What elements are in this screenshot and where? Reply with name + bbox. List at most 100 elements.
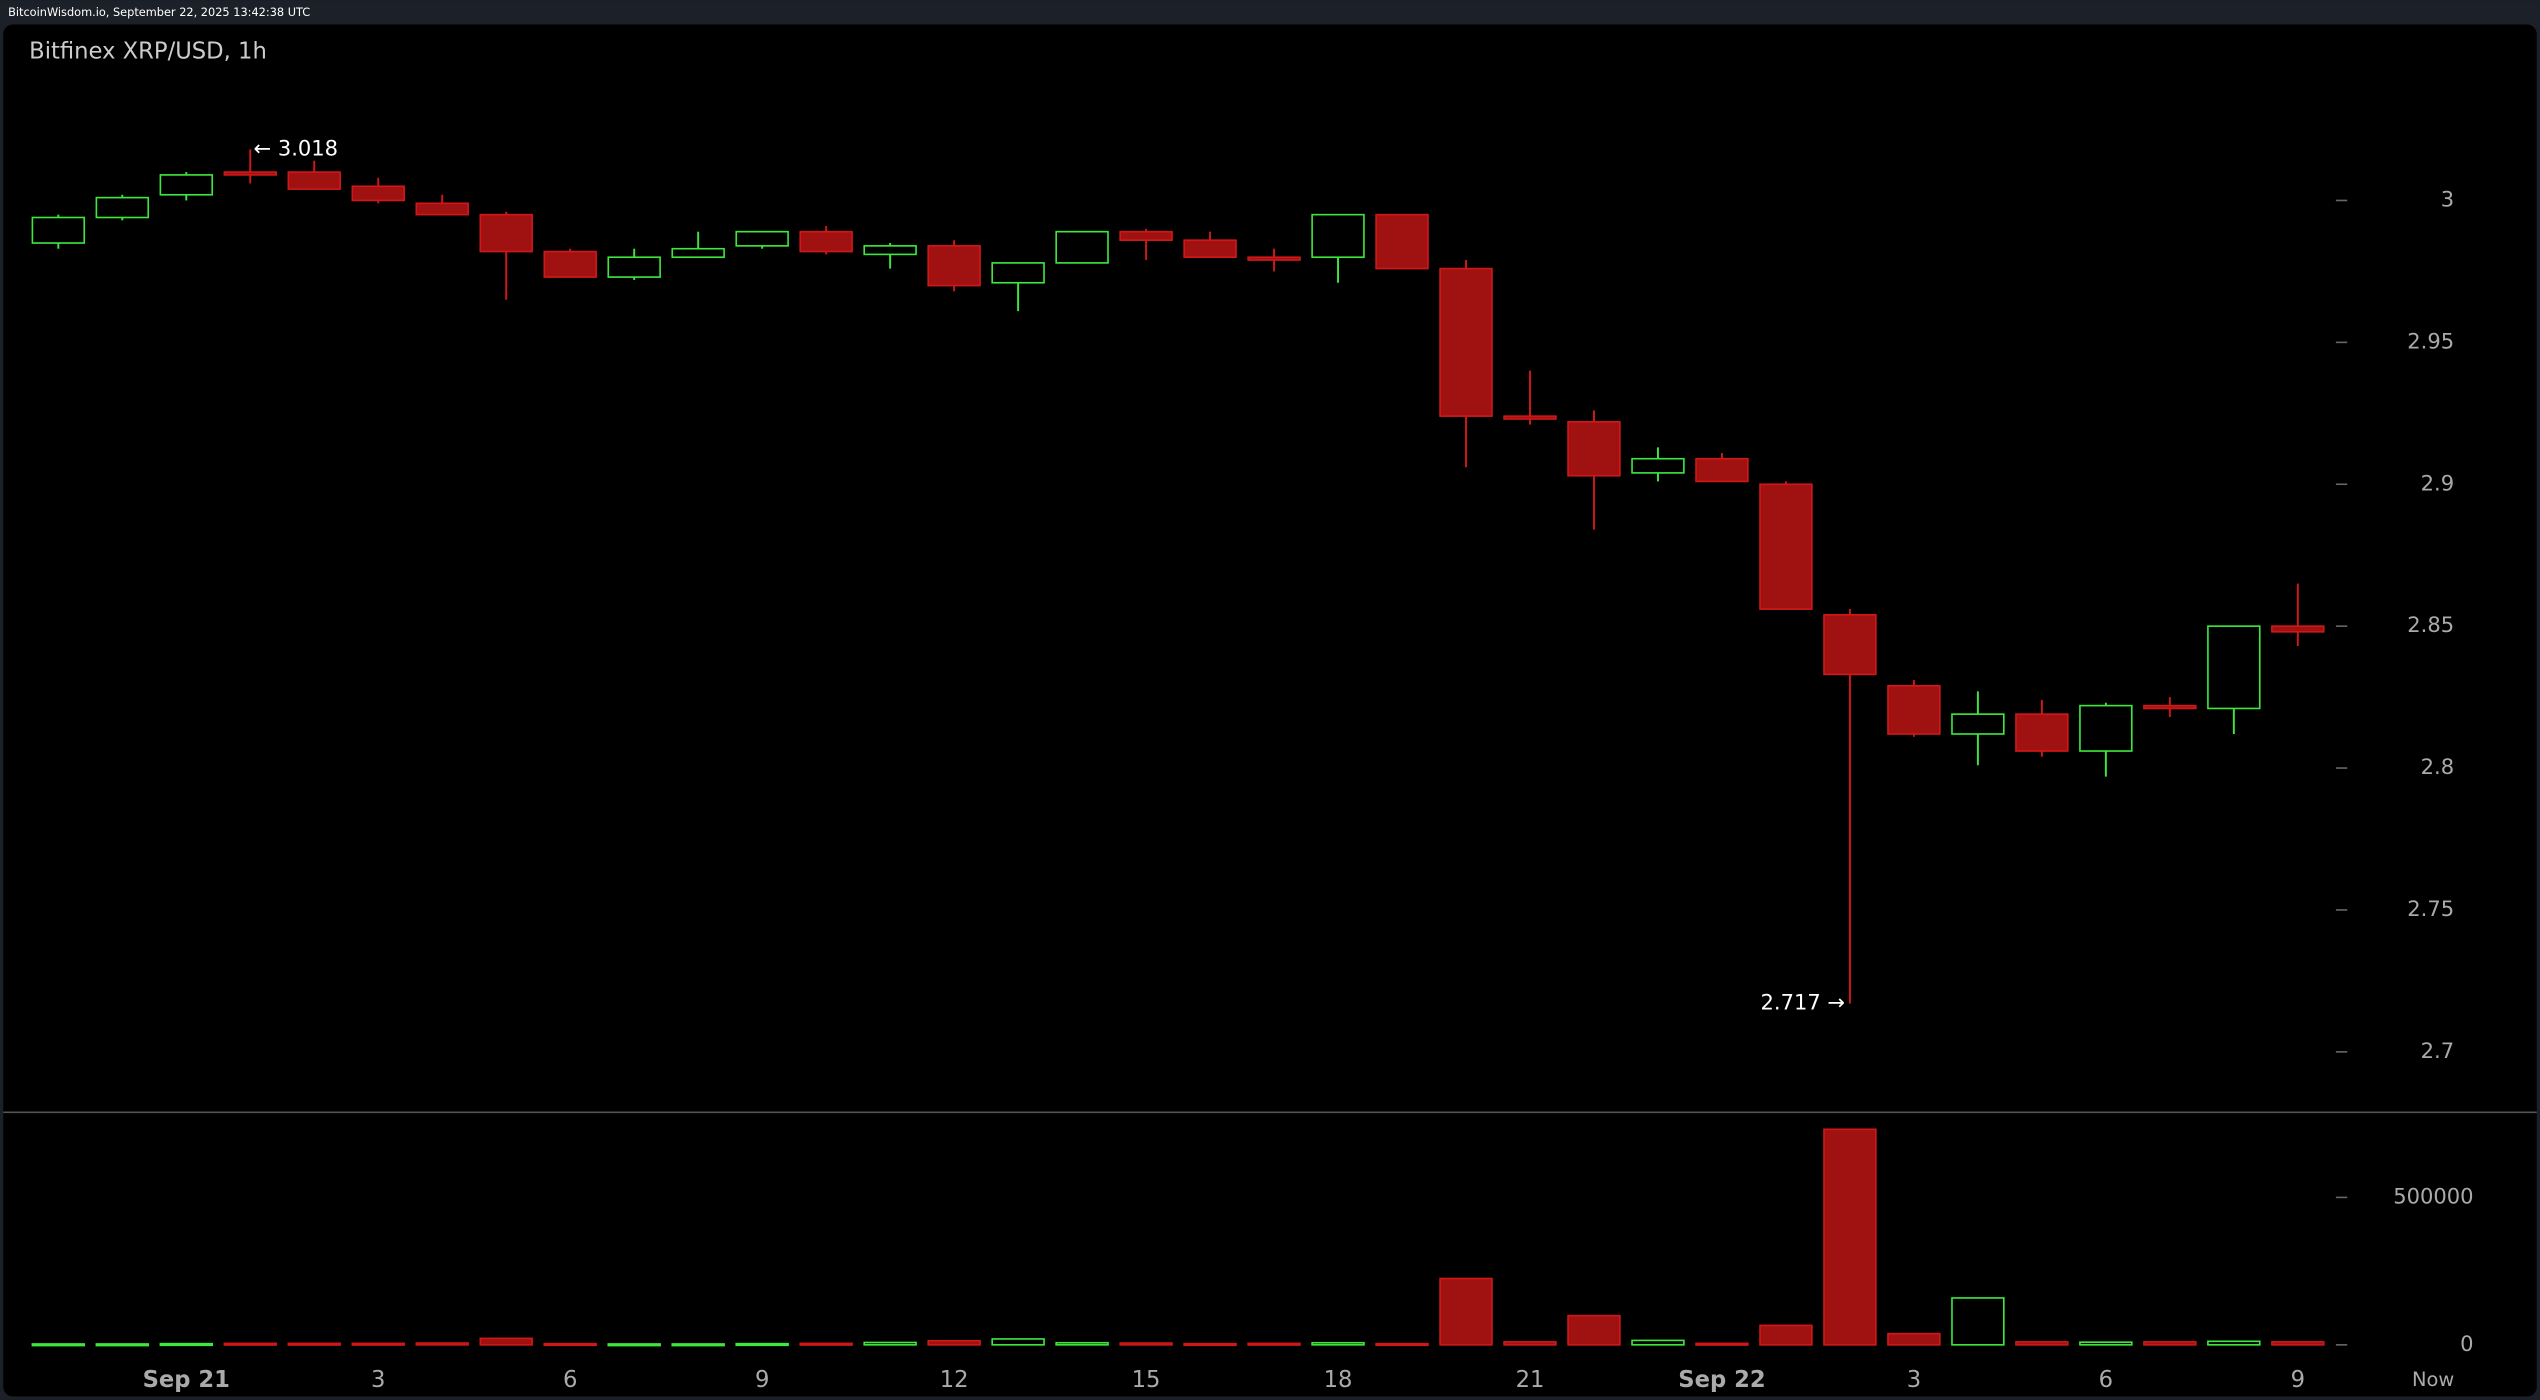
candle-body — [31, 216, 86, 244]
header: BitcoinWisdom.io, September 22, 2025 13:… — [8, 5, 310, 19]
x-tick-label: 9 — [2291, 1367, 2305, 1393]
candle-body — [415, 202, 469, 216]
candle-body — [2015, 713, 2069, 752]
candle-body — [1375, 213, 1429, 270]
candle-body — [671, 247, 725, 259]
candle-body — [1695, 457, 1749, 483]
candle-body — [1631, 457, 1685, 474]
y-tick-label: 2.85 — [2407, 612, 2454, 637]
y-tick-label: 2.9 — [2421, 470, 2454, 495]
candle-body — [863, 245, 917, 256]
candle-body — [2143, 704, 2197, 710]
volume-bar — [287, 1342, 341, 1346]
candle-body — [1951, 713, 2005, 735]
x-tick-label: 6 — [2099, 1367, 2113, 1393]
volume-bar — [735, 1342, 789, 1347]
volume-bar — [1631, 1339, 1685, 1346]
volume-bar — [799, 1342, 853, 1346]
candle-body — [1759, 483, 1813, 610]
volume-bar — [1695, 1342, 1749, 1346]
volume-bar — [95, 1343, 150, 1347]
volume-bar — [159, 1342, 214, 1347]
volume-bar — [415, 1342, 469, 1346]
candle-body — [735, 230, 789, 247]
candle-body — [287, 171, 341, 190]
volume-bar — [1439, 1277, 1493, 1346]
volume-bar — [351, 1342, 405, 1346]
volume-bar — [2271, 1341, 2325, 1346]
chart-panel — [3, 24, 2537, 1397]
volume-bar — [1375, 1342, 1429, 1347]
candle-body — [1439, 267, 1493, 417]
y-tick-label: 2.8 — [2421, 754, 2454, 779]
x-tick-label: 3 — [371, 1367, 385, 1393]
volume-bar — [607, 1343, 661, 1347]
annotation: 2.717 → — [1760, 990, 1845, 1015]
x-tick-label: Sep 22 — [1678, 1367, 1765, 1393]
candle-body — [1119, 230, 1173, 242]
candle-body — [1311, 213, 1365, 259]
volume-bar — [1119, 1342, 1173, 1346]
volume-bar — [1951, 1297, 2005, 1346]
volume-bar — [1311, 1341, 1365, 1346]
volume-bar — [2207, 1340, 2261, 1346]
y-tick-label: 2.75 — [2407, 896, 2454, 921]
candle-body — [1055, 230, 1109, 264]
candle-body — [2079, 704, 2133, 752]
x-tick-label: 21 — [1516, 1367, 1545, 1393]
volume-bar — [2079, 1341, 2133, 1346]
y-tick-label: 3 — [2441, 186, 2454, 211]
x-tick-label: Sep 21 — [143, 1367, 230, 1393]
volume-bar — [479, 1337, 533, 1346]
volume-bar — [671, 1343, 725, 1347]
volume-bar — [223, 1342, 278, 1346]
candle-body — [799, 230, 853, 253]
candle-body — [2207, 625, 2261, 710]
volume-tick-label: 0 — [2460, 1331, 2473, 1356]
candle-body — [95, 196, 150, 219]
volume-bar — [1759, 1324, 1813, 1346]
annotation: ← 3.018 — [254, 135, 339, 160]
volume-tick-label: 500000 — [2393, 1183, 2473, 1208]
volume-bar — [31, 1343, 86, 1347]
candle-body — [159, 174, 214, 196]
volume-bar — [543, 1342, 597, 1347]
candle-body — [1183, 239, 1237, 259]
volume-bar — [991, 1338, 1045, 1346]
candle-body — [2271, 625, 2325, 633]
volume-bar — [1567, 1314, 1621, 1346]
volume-bar — [1247, 1342, 1301, 1346]
candle-body — [1887, 684, 1941, 735]
chart-title: Bitfinex XRP/USD, 1h — [29, 39, 267, 65]
candle-body — [223, 171, 278, 176]
x-tick-label: 12 — [940, 1367, 969, 1393]
candle-body — [607, 256, 661, 278]
volume-bar — [2143, 1341, 2197, 1346]
x-tick-label: 15 — [1132, 1367, 1161, 1393]
x-tick-label: 9 — [755, 1367, 769, 1393]
candle-body — [543, 250, 597, 278]
y-tick-label: 2.7 — [2421, 1038, 2454, 1063]
candle-body — [991, 262, 1045, 284]
volume-bar — [2015, 1341, 2069, 1346]
volume-bar — [1055, 1341, 1109, 1346]
candle-body — [1567, 421, 1621, 477]
y-tick-label: 2.95 — [2407, 328, 2454, 353]
volume-bar — [1823, 1128, 1877, 1346]
volume-bar — [1887, 1332, 1941, 1346]
x-tick-label: 3 — [1907, 1367, 1921, 1393]
volume-bar — [1503, 1341, 1557, 1346]
candle-body — [927, 245, 981, 287]
candle-body — [1823, 613, 1877, 676]
candle-body — [1503, 415, 1557, 420]
candle-body — [351, 185, 405, 202]
volume-bar — [863, 1341, 917, 1346]
volume-bar — [927, 1339, 981, 1346]
volume-bar — [1183, 1342, 1237, 1347]
now-label: Now — [2412, 1368, 2454, 1391]
x-tick-label: 6 — [563, 1367, 577, 1393]
candle-body — [479, 213, 533, 253]
candle-body — [1247, 256, 1301, 261]
